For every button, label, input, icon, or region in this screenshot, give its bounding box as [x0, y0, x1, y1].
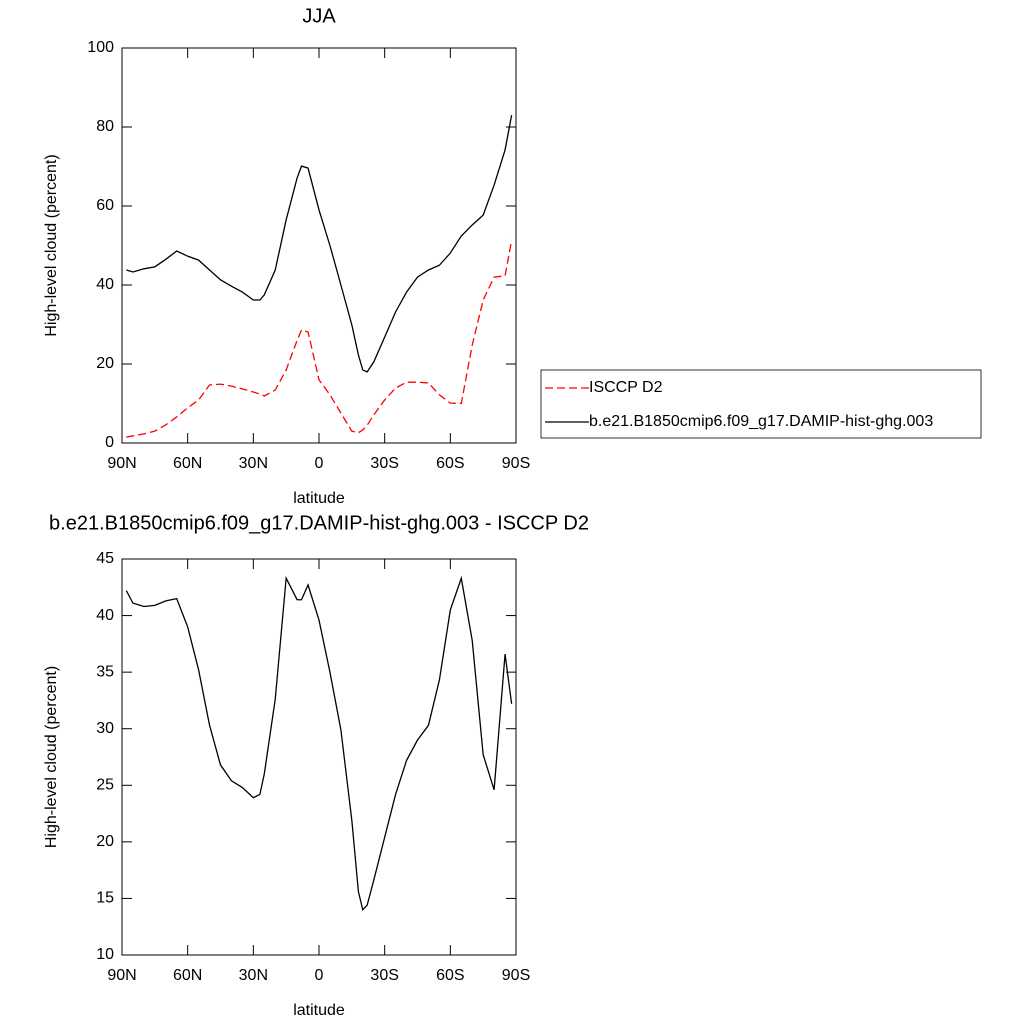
legend-label: b.e21.B1850cmip6.f09_g17.DAMIP-hist-ghg.…: [589, 413, 933, 430]
y-tick-label: 80: [96, 118, 114, 135]
x-tick-label: 90S: [502, 967, 530, 984]
plot-frame: [121, 47, 517, 444]
x-tick-label: 30N: [239, 455, 268, 472]
x-tick-label: 60S: [436, 967, 464, 984]
y-tick-label: 60: [96, 197, 114, 214]
y-axis-label: High-level cloud (percent): [43, 154, 60, 336]
chart-title: b.e21.B1850cmip6.f09_g17.DAMIP-hist-ghg.…: [49, 512, 589, 534]
chart-title: JJA: [302, 5, 336, 27]
y-tick-label: 30: [96, 720, 114, 737]
y-tick-label: 25: [96, 777, 114, 794]
y-tick-label: 20: [96, 833, 114, 850]
y-tick-label: 0: [105, 434, 114, 451]
x-tick-label: 30N: [239, 967, 268, 984]
y-tick-label: 15: [96, 890, 114, 907]
x-tick-label: 30S: [370, 455, 398, 472]
legend-box: [540, 369, 982, 439]
y-tick-label: 35: [96, 663, 114, 680]
data-line: [126, 115, 513, 373]
x-tick-label: 90N: [107, 967, 136, 984]
x-tick-label: 0: [315, 967, 324, 984]
y-tick-label: 100: [87, 39, 114, 56]
y-axis-label: High-level cloud (percent): [43, 666, 60, 848]
x-tick-label: 60N: [173, 967, 202, 984]
x-tick-label: 0: [315, 455, 324, 472]
x-tick-label: 60N: [173, 455, 202, 472]
x-tick-label: 30S: [370, 967, 398, 984]
x-axis-label: latitude: [293, 490, 345, 507]
legend: ISCCP D2 b.e21.B1850cmip6.f09_g17.DAMIP-h…: [540, 369, 982, 439]
x-tick-label: 60S: [436, 455, 464, 472]
x-tick-label: 90S: [502, 455, 530, 472]
data-line: [126, 239, 513, 438]
y-tick-label: 10: [96, 946, 114, 963]
x-axis-label: latitude: [293, 1002, 345, 1019]
data-line: [125, 575, 513, 912]
y-tick-label: 40: [96, 607, 114, 624]
y-tick-label: 45: [96, 550, 114, 567]
x-tick-label: 90N: [107, 455, 136, 472]
y-tick-label: 20: [96, 355, 114, 372]
legend-label: ISCCP D2: [589, 379, 663, 396]
y-tick-label: 40: [96, 276, 114, 293]
